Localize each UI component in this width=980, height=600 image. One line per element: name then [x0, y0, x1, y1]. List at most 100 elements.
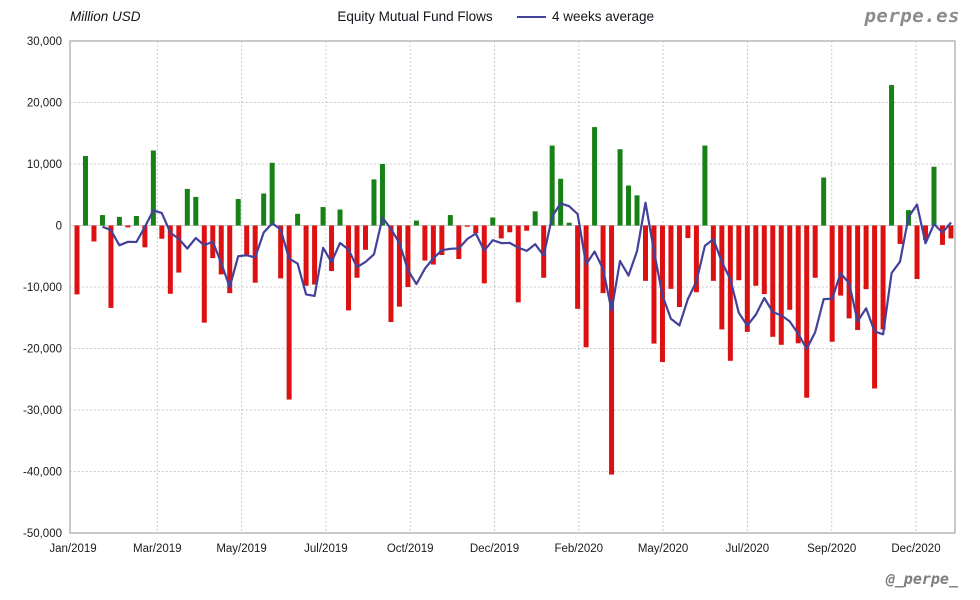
x-axis-label: Oct/2019 — [387, 543, 434, 555]
flow-bar — [235, 199, 241, 226]
flow-bar — [507, 225, 513, 233]
flow-bar — [744, 225, 750, 332]
y-axis-label: -10,000 — [23, 282, 62, 294]
flow-bar — [439, 225, 445, 256]
flow-bar — [923, 225, 928, 240]
flow-bar — [600, 225, 606, 294]
twitter-handle: @_perpe_ — [885, 570, 958, 588]
flow-bar — [346, 225, 352, 311]
flow-bar — [914, 225, 920, 280]
y-axis-label: -40,000 — [23, 467, 62, 479]
flow-bar — [549, 145, 555, 226]
flow-bar — [626, 185, 632, 226]
flow-bar — [727, 225, 733, 361]
flow-bar — [685, 225, 691, 239]
x-axis-label: Dec/2019 — [470, 543, 519, 555]
flow-bar — [108, 225, 114, 308]
flow-bar — [464, 225, 470, 227]
y-axis-label: 0 — [56, 221, 62, 233]
flow-bar — [583, 225, 589, 348]
flow-bar — [710, 225, 716, 281]
flow-bar — [566, 222, 572, 226]
x-axis-label: May/2020 — [638, 543, 689, 555]
flow-bar — [761, 225, 767, 295]
flow-bar — [473, 225, 479, 234]
flow-bar — [337, 209, 343, 226]
flow-bar — [651, 225, 657, 344]
flow-bar — [719, 225, 725, 330]
flow-bar — [125, 225, 131, 228]
flow-bar — [642, 225, 648, 281]
flow-bar — [838, 225, 844, 296]
y-axis-unit-label: Million USD — [70, 9, 141, 24]
flow-bar — [74, 225, 80, 295]
flow-bar — [422, 225, 428, 261]
flow-bar — [931, 166, 937, 226]
flow-bar — [702, 145, 708, 226]
flow-bar — [150, 150, 156, 226]
flow-bar — [159, 225, 165, 239]
flow-bar — [413, 220, 419, 226]
flow-bar — [379, 164, 385, 226]
flow-bar — [133, 215, 139, 226]
flow-bar — [82, 156, 88, 226]
flow-bar — [778, 225, 784, 345]
flow-bar — [880, 225, 886, 330]
x-axis-label: Mar/2019 — [133, 543, 182, 555]
flow-bar — [515, 225, 521, 303]
flow-bar — [939, 225, 945, 245]
flow-bar — [91, 225, 97, 242]
flow-bar — [634, 195, 640, 226]
flow-bar — [405, 225, 411, 287]
flow-bar — [609, 225, 615, 475]
flow-bar — [736, 225, 742, 281]
flow-bar — [676, 225, 682, 307]
flow-bar — [693, 225, 699, 293]
flow-bar — [201, 225, 207, 323]
flow-bar — [261, 193, 267, 226]
y-axis-label: -30,000 — [23, 405, 62, 417]
flow-bar — [329, 225, 335, 272]
flow-bar — [804, 225, 810, 398]
y-axis-label: 30,000 — [27, 36, 62, 48]
flow-bar — [592, 127, 598, 226]
site-logo: perpe.es — [864, 5, 960, 27]
flow-bar — [184, 188, 190, 226]
x-axis-label: Dec/2020 — [891, 543, 940, 555]
flow-bar — [456, 225, 462, 260]
flow-bar — [575, 225, 581, 309]
y-axis-label: 20,000 — [27, 98, 62, 110]
flow-bar — [846, 225, 852, 319]
flow-bar — [396, 225, 402, 307]
flow-bar — [227, 225, 233, 294]
flow-bar — [558, 178, 564, 226]
x-axis-label: May/2019 — [216, 543, 267, 555]
flow-bar — [787, 225, 793, 310]
flow-bar — [481, 225, 487, 284]
flow-bar — [167, 225, 173, 294]
flow-bar — [218, 225, 224, 275]
flow-bar — [371, 179, 377, 226]
flow-bar — [142, 225, 148, 248]
flow-bar — [524, 225, 530, 231]
flow-bar — [116, 216, 122, 226]
y-axis-label: 10,000 — [27, 159, 62, 171]
flow-bar — [99, 215, 105, 226]
flow-bar — [303, 225, 309, 286]
x-axis-label: Jul/2020 — [726, 543, 769, 555]
legend: 4 weeks average — [517, 9, 654, 24]
y-axis-label: -20,000 — [23, 344, 62, 356]
y-axis-label: -50,000 — [23, 528, 62, 540]
flow-bar — [812, 225, 818, 278]
flow-bar — [388, 225, 394, 323]
flow-bar — [863, 225, 869, 290]
flow-bar — [193, 196, 199, 226]
x-axis-label: Sep/2020 — [807, 543, 856, 555]
x-axis-label: Jan/2019 — [49, 543, 96, 555]
flow-bar — [753, 225, 759, 286]
average-line-legend-swatch — [517, 15, 546, 18]
flow-bar — [490, 217, 496, 226]
flow-bar — [821, 177, 827, 226]
flow-bar — [668, 225, 674, 289]
